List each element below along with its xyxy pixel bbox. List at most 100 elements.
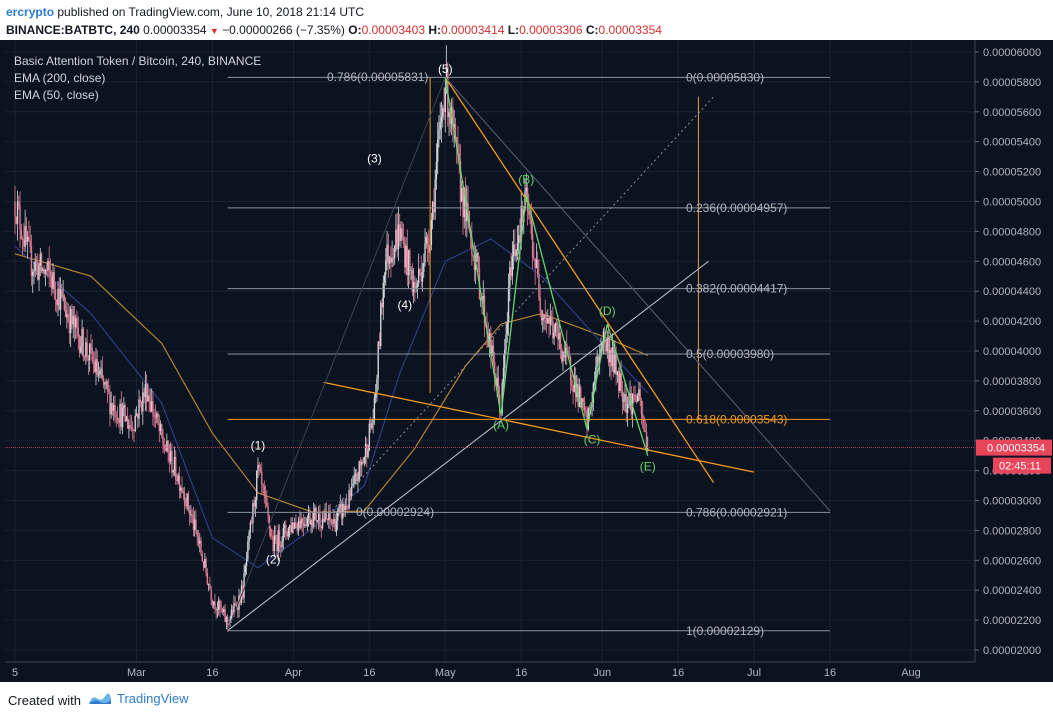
candle-body [85,342,87,358]
candle-body [114,405,116,417]
candle-body [211,599,214,606]
candle-body [321,518,324,528]
candle-body [466,202,468,222]
price-chart[interactable]: 0(0.00005830) 0.236(0.00004957) 0.382(0.00… [0,40,1053,682]
time-tick-label: Aug [901,667,921,679]
candle-body [182,491,185,493]
price-tick-label: 0.00003800 [983,376,1041,388]
candle-body [296,524,298,531]
candle-body [47,261,49,271]
candle-body [588,408,591,410]
candle-body [643,417,645,431]
candle-body [59,289,62,310]
candle-body [319,513,321,527]
candle-body [219,600,221,609]
candle-body [502,368,505,383]
candle-body [615,352,617,375]
candle-body [280,545,282,548]
candle-body [614,352,616,373]
price-tick-label: 0.00005600 [983,107,1041,119]
tradingview-brand[interactable]: TradingView [88,691,189,706]
candle-body [600,348,602,358]
candle-body [505,334,507,350]
candle-body [82,328,85,358]
candle-body [21,239,24,240]
candle-body [595,366,597,383]
candle-body [153,414,155,417]
price-tick-label: 0.00004400 [983,286,1041,298]
candle-body [171,451,173,473]
candle-body [178,475,181,491]
candle-body [91,347,93,361]
candle-body [63,295,66,310]
candle-body [633,394,635,396]
candle-body [349,489,352,496]
candle-body [149,401,152,412]
candle-body [320,526,322,528]
candle-body [409,250,411,271]
candle-body [237,607,239,610]
candle-body [161,424,163,437]
candle-body [51,275,53,289]
candle-body [131,428,134,431]
abcde-label: (C) [584,433,601,447]
candle-body [350,486,353,496]
candle-body [361,462,363,466]
candle-body [407,250,410,276]
candle-body [612,347,615,373]
fib-level-label: 0(0.00005830) [686,70,764,84]
candle-body [72,315,74,325]
fib-extra-label: 0(0.00002924) [356,505,434,519]
candle-body [443,108,445,112]
candle-body [424,243,426,263]
candle-body [483,296,486,324]
candle-body [97,374,100,376]
candle-body [399,224,401,241]
candle-body [262,484,264,487]
candle-body [553,332,555,339]
triangle-upper-line [444,77,715,483]
candle-body [536,259,539,275]
candle-body [393,245,396,259]
candle-body [175,457,177,480]
candle-body [431,201,434,221]
candle-body [561,348,563,362]
candle-body [88,343,91,361]
candle-body [640,400,643,415]
time-tick-label: 16 [515,667,527,679]
candle-body [436,139,439,162]
candle-body [187,493,190,511]
candle-body [104,382,106,385]
candle-body [420,271,422,282]
candle-body [148,395,150,402]
candle-body [118,421,120,423]
candle-body [316,520,319,522]
candle-body [96,359,98,375]
price-tick-label: 0.00004200 [983,316,1041,328]
candle-body [133,430,135,432]
candle-body [272,536,274,552]
candle-body [326,518,329,521]
candle-body [61,289,63,296]
candle-body [121,407,124,428]
candle-body [543,314,545,318]
author-link[interactable]: ercrypto [6,5,55,19]
legend-ema50: EMA (50, close) [14,88,99,102]
candle-body [548,318,550,324]
candle-body [245,559,248,566]
candle-body [383,274,386,283]
candle-body [54,289,57,300]
chart-area[interactable]: 0(0.00005830) 0.236(0.00004957) 0.382(0.00… [0,40,1053,682]
candle-body [44,269,47,274]
candle-body [562,351,564,362]
candle-body [552,321,554,339]
candle-body [221,608,224,613]
candle-body [137,414,139,419]
candle-body [363,457,365,464]
candle-body [315,507,317,522]
candle-body [268,515,271,529]
candle-body [277,530,279,552]
candle-body [248,531,250,542]
candle-body [109,391,111,415]
candle-body [634,394,636,401]
